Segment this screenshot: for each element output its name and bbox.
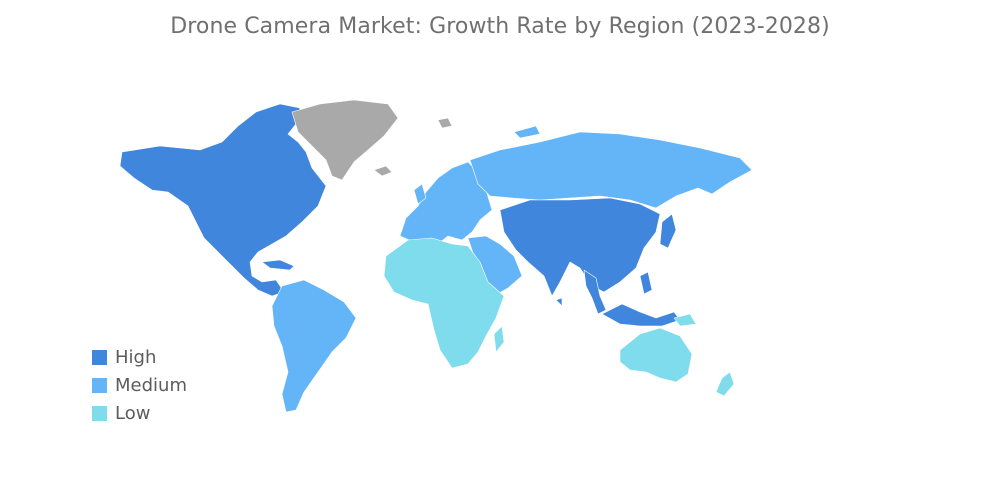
legend-swatch-low bbox=[92, 405, 107, 421]
region-madagascar bbox=[493, 325, 505, 353]
chart-title: Drone Camera Market: Growth Rate by Regi… bbox=[170, 14, 830, 39]
region-iceland bbox=[373, 165, 393, 177]
region-japan bbox=[659, 213, 677, 249]
legend-item-medium: Medium bbox=[92, 371, 187, 399]
region-south-america bbox=[271, 279, 357, 413]
legend-swatch-high bbox=[92, 349, 107, 365]
legend-swatch-medium bbox=[92, 377, 107, 393]
legend-label-medium: Medium bbox=[115, 374, 187, 396]
region-papua bbox=[673, 313, 697, 327]
region-australia bbox=[619, 327, 693, 383]
region-svalbard bbox=[437, 117, 453, 129]
region-new-zealand bbox=[715, 371, 735, 397]
legend-item-low: Low bbox=[92, 399, 187, 427]
legend: High Medium Low bbox=[92, 343, 187, 427]
region-greenland bbox=[291, 99, 399, 181]
region-asia-pacific bbox=[499, 197, 661, 297]
region-caribbean bbox=[261, 259, 295, 271]
region-uk bbox=[413, 183, 427, 205]
region-africa bbox=[383, 237, 505, 369]
region-indonesia bbox=[601, 303, 681, 327]
legend-label-high: High bbox=[115, 346, 157, 368]
legend-label-low: Low bbox=[115, 402, 151, 424]
region-southeast-asia bbox=[583, 269, 607, 315]
region-north-america bbox=[119, 103, 327, 297]
region-philippines bbox=[639, 271, 653, 295]
legend-item-high: High bbox=[92, 343, 187, 371]
region-russia bbox=[469, 131, 753, 209]
region-arctic-islands bbox=[513, 125, 541, 139]
region-sri-lanka bbox=[555, 297, 563, 307]
